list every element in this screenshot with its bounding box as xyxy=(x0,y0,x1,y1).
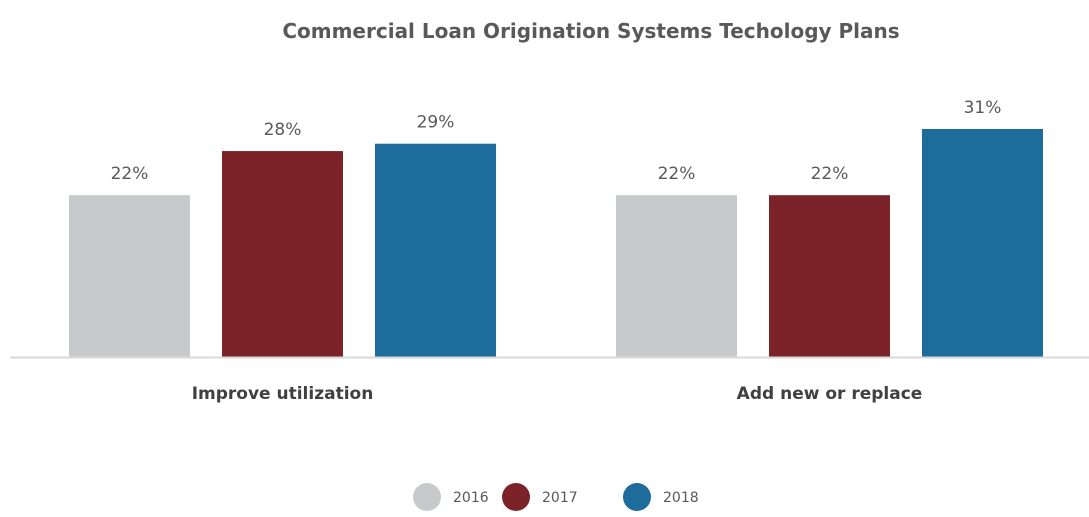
data-label-2018-2: 31% xyxy=(964,98,1002,118)
data-label-2017-2: 22% xyxy=(811,164,849,184)
bars-layer xyxy=(69,129,1043,357)
legend-label-2016: 2016 xyxy=(453,490,489,506)
category-label-1: Improve utilization xyxy=(192,384,374,404)
legend-label-2018: 2018 xyxy=(663,490,699,506)
data-label-2016-1: 22% xyxy=(111,164,149,184)
legend-swatch-2018 xyxy=(623,483,651,511)
category-label-2: Add new or replace xyxy=(737,384,923,404)
data-label-2017-1: 28% xyxy=(264,120,302,140)
data-label-2018-1: 29% xyxy=(417,113,455,133)
bar-2018-1 xyxy=(375,143,496,357)
legend-label-2017: 2017 xyxy=(542,490,578,506)
bar-2018-2 xyxy=(922,129,1043,357)
value-labels-layer: 22% 28% 29% 22% 22% 31% xyxy=(111,98,1002,184)
data-label-2016-2: 22% xyxy=(658,164,696,184)
bar-2017-2 xyxy=(769,195,890,357)
legend: 2016 2017 2018 xyxy=(413,483,699,511)
legend-swatch-2017 xyxy=(502,483,530,511)
bar-2017-1 xyxy=(222,151,343,357)
category-labels-layer: Improve utilization Add new or replace xyxy=(192,384,923,404)
legend-swatch-2016 xyxy=(413,483,441,511)
chart-title: Commercial Loan Origination Systems Tech… xyxy=(282,19,899,43)
bar-2016-2 xyxy=(616,195,737,357)
bar-2016-1 xyxy=(69,195,190,357)
